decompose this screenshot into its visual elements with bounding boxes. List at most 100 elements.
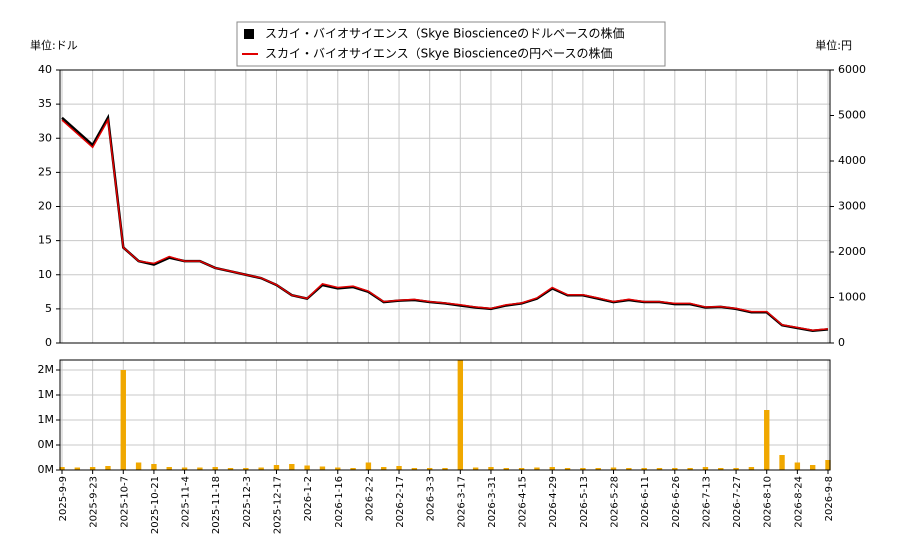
x-tick-label: 2025-10-7 xyxy=(119,476,130,528)
y-tick-label: 40 xyxy=(38,63,52,76)
legend-label: スカイ・バイオサイエンス（Skye Bioscienceのドルベースの株価 xyxy=(265,26,625,41)
volume-bar xyxy=(472,467,479,470)
volume-bar xyxy=(350,468,356,470)
y-tick-label: 1M xyxy=(38,413,55,426)
legend-label: スカイ・バイオサイエンス（Skye Bioscienceの円ベースの株価 xyxy=(265,46,613,61)
x-tick-label: 2026-1-2 xyxy=(303,476,314,521)
y2-tick-label: 6000 xyxy=(838,63,866,76)
volume-bar xyxy=(258,467,264,470)
volume-bar xyxy=(396,466,402,470)
volume-bar xyxy=(610,467,617,470)
volume-bar xyxy=(518,468,525,470)
x-tick-label: 2025-10-21 xyxy=(150,476,161,534)
x-tick-label: 2026-3-3 xyxy=(426,476,437,521)
volume-bar xyxy=(365,462,372,470)
volume-bar xyxy=(181,467,188,470)
y2-tick-label: 5000 xyxy=(838,109,866,122)
y-tick-label: 0M xyxy=(38,463,55,476)
volume-bar xyxy=(120,370,126,470)
volume-bar xyxy=(105,466,111,470)
volume-bar xyxy=(656,468,663,470)
x-tick-label: 2026-5-28 xyxy=(610,476,621,528)
x-tick-label: 2025-12-17 xyxy=(272,476,283,534)
x-tick-label: 2026-3-31 xyxy=(487,476,498,528)
y2-tick-label: 3000 xyxy=(838,200,866,213)
x-tick-label: 2026-6-26 xyxy=(671,476,682,528)
x-tick-label: 2026-7-13 xyxy=(701,476,712,528)
y-tick-label: 35 xyxy=(38,97,52,110)
volume-bar xyxy=(227,468,234,470)
volume-bar xyxy=(335,467,341,470)
x-tick-label: 2026-2-2 xyxy=(364,476,375,521)
volume-bar xyxy=(809,465,816,470)
volume-bar xyxy=(794,462,801,470)
volume-bar xyxy=(779,455,785,470)
volume-bar xyxy=(166,467,172,470)
y2-tick-label: 0 xyxy=(838,336,845,349)
volume-bar xyxy=(687,468,693,470)
price-line xyxy=(61,117,829,332)
x-tick-label: 2025-9-9 xyxy=(58,476,69,521)
legend xyxy=(236,21,666,67)
y-tick-label: 20 xyxy=(38,200,52,213)
volume-bar xyxy=(641,468,647,470)
volume-bar xyxy=(426,468,433,470)
y-tick-label: 0M xyxy=(38,438,55,451)
x-tick-label: 2026-4-15 xyxy=(518,476,529,528)
volume-bar xyxy=(411,468,418,470)
volume-bar xyxy=(718,468,724,470)
volume-bar xyxy=(488,467,494,470)
volume-bar xyxy=(595,468,601,470)
x-tick-label: 2026-7-27 xyxy=(732,476,743,528)
volume-bar xyxy=(672,468,678,470)
y2-tick-label: 2000 xyxy=(838,245,866,258)
volume-bar xyxy=(151,464,157,470)
y-tick-label: 1M xyxy=(38,388,55,401)
x-tick-label: 2025-11-4 xyxy=(181,476,192,528)
x-tick-label: 2026-1-16 xyxy=(334,476,345,528)
y-tick-label: 2M xyxy=(38,363,55,376)
volume-bar xyxy=(564,468,571,470)
x-tick-label: 2026-8-24 xyxy=(793,476,804,528)
volume-bar xyxy=(89,467,96,470)
y-axis-label: 単位:ドル xyxy=(30,38,78,52)
volume-bar xyxy=(381,467,387,470)
volume-bar xyxy=(273,465,280,470)
x-tick-label: 2026-3-17 xyxy=(456,476,467,528)
volume-bar xyxy=(825,460,831,470)
x-tick-label: 2026-8-10 xyxy=(763,476,774,528)
volume-bar xyxy=(733,468,739,470)
y2-tick-label: 4000 xyxy=(838,154,866,167)
y-tick-label: 0 xyxy=(45,336,52,349)
x-tick-label: 2026-4-29 xyxy=(548,476,559,528)
y-tick-label: 25 xyxy=(38,165,52,178)
y-tick-label: 30 xyxy=(38,131,52,144)
x-tick-label: 2026-9-8 xyxy=(824,476,835,521)
volume-bar xyxy=(764,410,770,470)
x-tick-label: 2025-11-18 xyxy=(211,476,222,534)
y-tick-label: 5 xyxy=(45,302,52,315)
x-tick-label: 2025-12-3 xyxy=(242,476,253,528)
volume-bar xyxy=(534,467,540,470)
y-tick-label: 15 xyxy=(38,234,52,247)
volume-bar xyxy=(135,462,142,470)
volume-bar xyxy=(580,468,586,470)
volume-bar xyxy=(626,468,632,470)
volume-bar xyxy=(197,467,203,470)
volume-bar xyxy=(243,468,249,470)
y2-axis-label: 単位:円 xyxy=(815,38,852,52)
volume-bar xyxy=(319,466,326,470)
legend-swatch xyxy=(244,29,254,39)
volume-bar xyxy=(212,467,218,470)
volume-bar xyxy=(74,467,81,470)
volume-bar xyxy=(289,464,295,470)
x-tick-label: 2026-5-13 xyxy=(579,476,590,528)
x-tick-label: 2026-6-11 xyxy=(640,476,651,528)
volume-bar xyxy=(59,467,65,470)
volume-bar xyxy=(503,468,509,470)
y2-tick-label: 1000 xyxy=(838,291,866,304)
plot-frame xyxy=(59,69,831,344)
plot-frame xyxy=(59,359,831,471)
volume-bar xyxy=(304,465,310,470)
